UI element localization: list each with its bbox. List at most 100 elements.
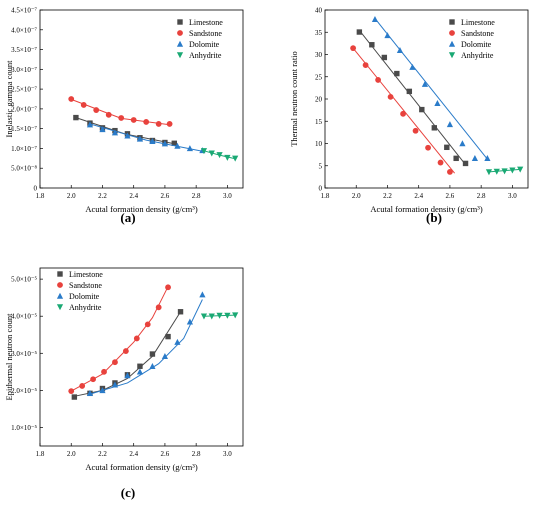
data-point-sandstone <box>425 144 431 151</box>
legend-label-sandstone: Sandstone <box>189 29 222 38</box>
x-tick-label: 3.0 <box>223 450 232 458</box>
data-point-sandstone <box>133 335 140 342</box>
legend-marker-anhydrite <box>448 52 456 59</box>
data-point-dolomite <box>484 155 491 162</box>
data-point-dolomite <box>421 80 429 87</box>
y-axis-label: Epithermal neutron count <box>4 313 14 401</box>
x-tick-label: 2.2 <box>98 192 107 200</box>
data-point-limestone <box>369 42 375 48</box>
y-tick-label: 5.0×10⁻⁵ <box>11 276 37 284</box>
data-point-limestone <box>394 70 400 77</box>
legend: Limestone Sandstone Dolomite Anhydrite <box>176 18 223 60</box>
y-tick-label: 40 <box>315 7 323 15</box>
x-tick-label: 2.4 <box>129 192 138 200</box>
x-tick-label: 2.2 <box>98 450 107 458</box>
x-tick-label: 2.8 <box>477 192 486 200</box>
legend-marker-anhydrite <box>56 304 64 311</box>
data-point-sandstone <box>112 359 118 366</box>
y-axis-label: Inelastic gamma count <box>4 60 14 138</box>
legend-marker-limestone <box>449 19 455 25</box>
data-point-sandstone <box>400 110 406 117</box>
legend-marker-dolomite <box>56 292 64 299</box>
x-tick-label: 2.6 <box>446 192 455 200</box>
legend-label-dolomite: Dolomite <box>461 40 492 49</box>
data-point-dolomite <box>124 372 131 379</box>
legend-marker-limestone <box>57 271 63 277</box>
fit-curve-limestone <box>74 311 181 397</box>
y-axis-label: Thermal neutron count ratio <box>289 51 299 147</box>
y-tick-label: 4.0×10⁻⁷ <box>11 26 37 34</box>
data-point-dolomite <box>86 390 94 397</box>
series-limestone <box>71 309 184 400</box>
data-point-dolomite <box>434 99 441 106</box>
data-point-sandstone <box>122 348 129 354</box>
legend-marker-dolomite <box>176 40 184 47</box>
data-point-limestone <box>356 29 363 35</box>
data-point-anhydrite <box>208 313 215 320</box>
legend-marker-sandstone <box>177 30 183 36</box>
y-tick-label: 1.5×10⁻⁷ <box>11 125 37 133</box>
data-point-sandstone <box>68 388 75 395</box>
data-point-limestone <box>73 114 79 121</box>
x-tick-label: 3.0 <box>223 192 232 200</box>
data-point-sandstone <box>105 111 112 118</box>
plot-frame <box>39 267 244 447</box>
x-tick-label: 2.6 <box>161 450 170 458</box>
data-point-sandstone <box>118 115 125 121</box>
data-point-sandstone <box>130 117 137 123</box>
y-tick-label: 2.0×10⁻⁵ <box>11 387 37 395</box>
chart-panel-a: 1.8 2.0 2.2 2.4 2.6 2.8 3.0 0 5.0×10⁻⁸ 1.0×10⁻⁷ 1.… <box>4 7 244 225</box>
data-point-sandstone <box>412 127 419 134</box>
legend-marker-sandstone <box>449 30 455 36</box>
y-tick-label: 0 <box>319 185 323 193</box>
series-sandstone <box>350 45 455 175</box>
data-point-sandstone <box>93 107 100 113</box>
y-tick-label: 15 <box>315 118 323 126</box>
data-point-anhydrite <box>200 313 208 320</box>
x-tick-label: 2.0 <box>67 450 76 458</box>
legend: Limestone Sandstone Dolomite Anhydrite <box>448 18 495 60</box>
y-tick-label: 35 <box>315 29 323 37</box>
data-point-sandstone <box>90 376 96 383</box>
data-point-limestone <box>137 363 143 369</box>
data-point-anhydrite <box>224 154 231 161</box>
data-point-limestone <box>444 144 450 151</box>
data-point-sandstone <box>101 368 107 375</box>
data-point-dolomite <box>136 368 144 375</box>
y-tick-label: 3.0×10⁻⁵ <box>11 350 37 358</box>
data-point-dolomite <box>136 135 144 142</box>
legend-label-anhydrite: Anhydrite <box>69 303 102 312</box>
series-dolomite <box>86 121 206 154</box>
y-tick-label: 2.0×10⁻⁷ <box>11 105 37 113</box>
data-point-sandstone <box>143 119 150 125</box>
legend-marker-sandstone <box>57 282 63 288</box>
data-point-sandstone <box>362 62 369 68</box>
legend-label-sandstone: Sandstone <box>69 281 102 290</box>
legend-label-limestone: Limestone <box>461 18 495 27</box>
data-point-sandstone <box>437 159 444 166</box>
data-point-dolomite <box>471 155 479 162</box>
fit-curve-dolomite <box>89 299 203 395</box>
y-tick-label: 20 <box>315 96 323 104</box>
data-point-sandstone <box>155 121 162 127</box>
y-tick-label: 5 <box>319 162 323 170</box>
x-tick-label: 1.8 <box>36 450 45 458</box>
y-tick-label: 1.0×10⁻⁵ <box>11 424 37 432</box>
data-point-anhydrite <box>493 168 500 175</box>
data-point-anhydrite <box>216 312 223 319</box>
data-point-dolomite <box>149 362 156 369</box>
data-point-limestone <box>462 160 469 167</box>
y-tick-label: 3.5×10⁻⁷ <box>11 46 37 54</box>
data-point-limestone <box>419 106 425 113</box>
legend: Limestone Sandstone Dolomite Anhydrite <box>56 270 103 312</box>
data-point-limestone <box>381 54 388 61</box>
data-point-dolomite <box>161 352 169 359</box>
legend-marker-dolomite <box>448 40 456 47</box>
x-tick-label: 2.0 <box>67 192 76 200</box>
y-tick-label: 10 <box>315 140 323 148</box>
legend-marker-anhydrite <box>176 52 184 59</box>
series-sandstone <box>68 284 171 395</box>
data-point-anhydrite <box>232 312 239 319</box>
y-tick-label: 0 <box>34 185 38 193</box>
data-point-dolomite <box>111 129 119 136</box>
